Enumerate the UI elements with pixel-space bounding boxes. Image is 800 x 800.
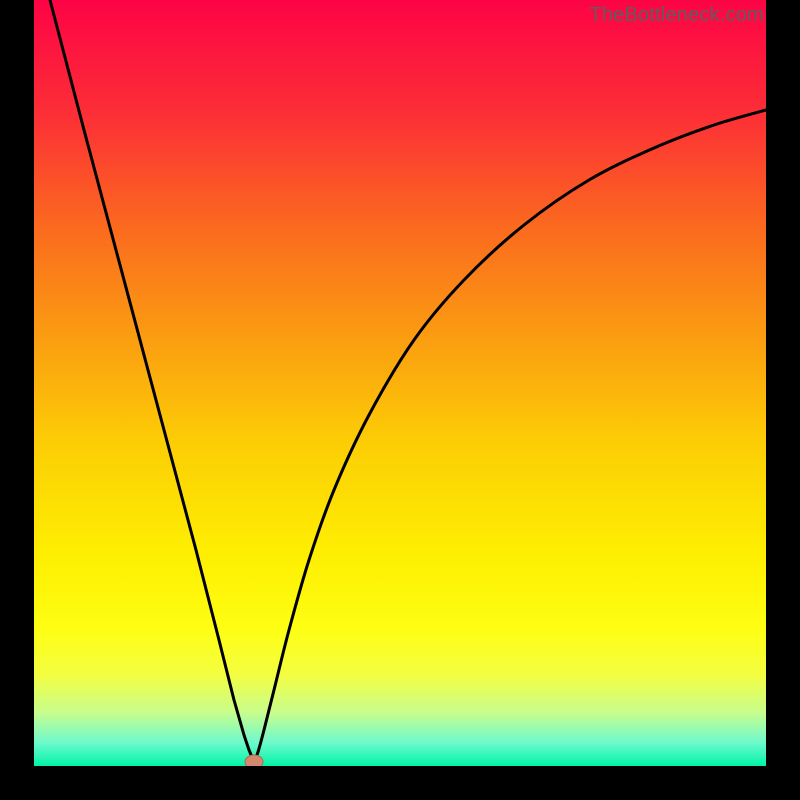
chart-frame: TheBottleneck.com [0, 0, 800, 800]
plot-area [34, 0, 766, 766]
watermark-text: TheBottleneck.com [589, 4, 764, 27]
vertex-marker [245, 755, 263, 766]
bottleneck-curve [34, 0, 766, 766]
